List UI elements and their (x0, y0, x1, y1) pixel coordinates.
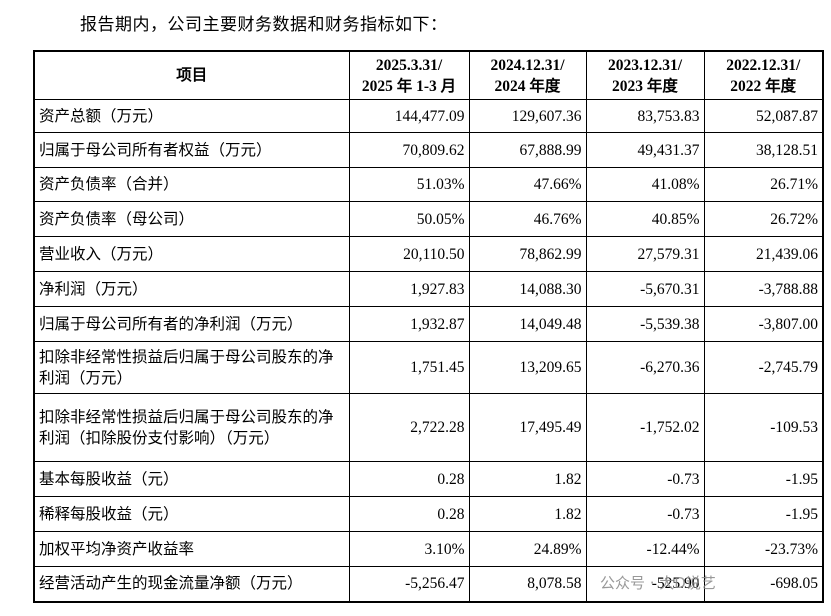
table-row: 经营活动产生的现金流量净额（万元） -5,256.47 8,078.58 -525.9… (33, 566, 824, 602)
header-line: 2022 年度 (730, 77, 797, 95)
value-cell: 13,209.65 (468, 341, 587, 394)
header-cell: 2024.12.31/2024 年度 (468, 50, 587, 100)
value-cell: -525.90 (585, 566, 705, 602)
value-cell: 26.72% (703, 201, 824, 237)
header-line: 2023 年度 (612, 77, 678, 95)
table-row: 净利润（万元） 1,927.83 14,088.30 -5,670.31 -3,788.… (33, 271, 824, 307)
value-cell: 1,751.45 (348, 341, 470, 394)
value-cell: 14,088.30 (468, 271, 587, 307)
value-cell: 8,078.58 (468, 566, 587, 602)
value-cell: 1.82 (468, 496, 587, 532)
value-cell: 41.08% (585, 167, 705, 202)
table-row: 归属于母公司所有者权益（万元） 70,809.62 67,888.99 49,431.… (33, 132, 824, 168)
value-cell: -0.73 (585, 496, 705, 532)
value-cell: 83,753.83 (585, 99, 705, 133)
value-cell: -3,788.88 (703, 271, 824, 307)
row-label: 归属于母公司所有者权益（万元） (33, 132, 350, 168)
header-line: 2023.12.31/ (607, 56, 683, 74)
value-cell: 49,431.37 (585, 132, 705, 168)
value-cell: -5,670.31 (585, 271, 705, 307)
value-cell: 14,049.48 (468, 306, 587, 342)
row-label: 扣除非经常性损益后归属于母公司股东的净利润（扣除股份支付影响）（万元） (33, 393, 350, 462)
table-row: 资产负债率（母公司） 50.05% 46.76% 40.85% 26.72% (33, 201, 824, 237)
value-cell: 21,439.06 (703, 236, 824, 272)
value-cell: -0.73 (585, 461, 705, 497)
row-label: 稀释每股收益（元） (33, 496, 350, 532)
value-cell: 46.76% (468, 201, 587, 237)
row-label: 资产负债率（母公司） (33, 201, 350, 237)
table-row: 资产负债率（合并） 51.03% 47.66% 41.08% 26.71% (33, 167, 824, 202)
value-cell: 24.89% (468, 531, 587, 567)
row-label: 扣除非经常性损益后归属于母公司股东的净利润（万元） (33, 341, 350, 394)
header-line: 2025.3.31/ (375, 56, 443, 74)
table-row: 基本每股收益（元） 0.28 1.82 -0.73 -1.95 (33, 461, 824, 497)
value-cell: -5,256.47 (348, 566, 470, 602)
watermark: 公众号 · 大D说艺 (600, 574, 716, 592)
row-label: 营业收入（万元） (33, 236, 350, 272)
row-label: 资产负债率（合并） (33, 167, 350, 202)
value-cell: 27,579.31 (585, 236, 705, 272)
row-label: 资产总额（万元） (33, 99, 350, 133)
header-line: 2024 年度 (494, 77, 561, 95)
value-cell: 1,932.87 (348, 306, 470, 342)
value-cell: 0.28 (348, 461, 470, 497)
value-cell: -5,539.38 (585, 306, 705, 342)
header-cell: 2023.12.31/2023 年度 (585, 50, 705, 100)
table-row: 扣除非经常性损益后归属于母公司股东的净利润（万元） 1,751.45 13,209.… (33, 341, 824, 394)
table-row: 加权平均净资产收益率 3.10% 24.89% -12.44% -23.73% (33, 531, 824, 567)
value-cell: 51.03% (348, 167, 470, 202)
financial-table: 项目 2025.3.31/2025 年 1-3 月 2024.12.31/2024 … (33, 50, 824, 603)
value-cell: -698.05 (703, 566, 824, 602)
value-cell: 17,495.49 (468, 393, 587, 462)
value-cell: 1.82 (468, 461, 587, 497)
table-row: 归属于母公司所有者的净利润（万元） 1,932.87 14,049.48 -5,539… (33, 306, 824, 342)
value-cell: -2,745.79 (703, 341, 824, 394)
value-cell: 78,862.99 (468, 236, 587, 272)
header-line: 2022.12.31/ (726, 56, 801, 74)
row-label: 净利润（万元） (33, 271, 350, 307)
value-cell: -1.95 (703, 461, 824, 497)
value-cell: -6,270.36 (585, 341, 705, 394)
header-line: 2024.12.31/ (490, 56, 565, 74)
header-line: 2025 年 1-3 月 (361, 77, 457, 95)
row-label: 经营活动产生的现金流量净额（万元） (33, 566, 350, 602)
table-row: 资产总额（万元） 144,477.09 129,607.36 83,753.83 52,… (33, 99, 824, 133)
value-cell: -23.73% (703, 531, 824, 567)
value-cell: 70,809.62 (348, 132, 470, 168)
value-cell: 26.71% (703, 167, 824, 202)
value-cell: 50.05% (348, 201, 470, 237)
value-cell: 3.10% (348, 531, 470, 567)
value-cell: 144,477.09 (348, 99, 470, 133)
row-label: 加权平均净资产收益率 (33, 531, 350, 567)
table-row: 营业收入（万元） 20,110.50 78,862.99 27,579.31 21,43… (33, 236, 824, 272)
row-label: 归属于母公司所有者的净利润（万元） (33, 306, 350, 342)
table-body: 资产总额（万元） 144,477.09 129,607.36 83,753.83 52,… (33, 99, 824, 602)
value-cell: 52,087.87 (703, 99, 824, 133)
value-cell: -109.53 (703, 393, 824, 462)
value-cell: -1.95 (703, 496, 824, 532)
value-cell: 47.66% (468, 167, 587, 202)
value-cell: -3,807.00 (703, 306, 824, 342)
value-cell: 38,128.51 (703, 132, 824, 168)
value-cell: 129,607.36 (468, 99, 587, 133)
table-row: 稀释每股收益（元） 0.28 1.82 -0.73 -1.95 (33, 496, 824, 532)
intro-text: 报告期内，公司主要财务数据和财务指标如下： (80, 15, 448, 34)
header-cell: 项目 (33, 50, 350, 100)
row-label: 基本每股收益（元） (33, 461, 350, 497)
header-cell: 2025.3.31/2025 年 1-3 月 (348, 50, 470, 100)
table-row: 扣除非经常性损益后归属于母公司股东的净利润（扣除股份支付影响）（万元） 2,722… (33, 393, 824, 462)
value-cell: 1,927.83 (348, 271, 470, 307)
header-row: 项目 2025.3.31/2025 年 1-3 月 2024.12.31/2024 … (33, 50, 824, 100)
value-cell: -1,752.02 (585, 393, 705, 462)
value-cell: 0.28 (348, 496, 470, 532)
header-cell: 2022.12.31/2022 年度 (703, 50, 824, 100)
value-cell: 20,110.50 (348, 236, 470, 272)
value-cell: 40.85% (585, 201, 705, 237)
value-cell: 67,888.99 (468, 132, 587, 168)
value-cell: 2,722.28 (348, 393, 470, 462)
value-cell: -12.44% (585, 531, 705, 567)
